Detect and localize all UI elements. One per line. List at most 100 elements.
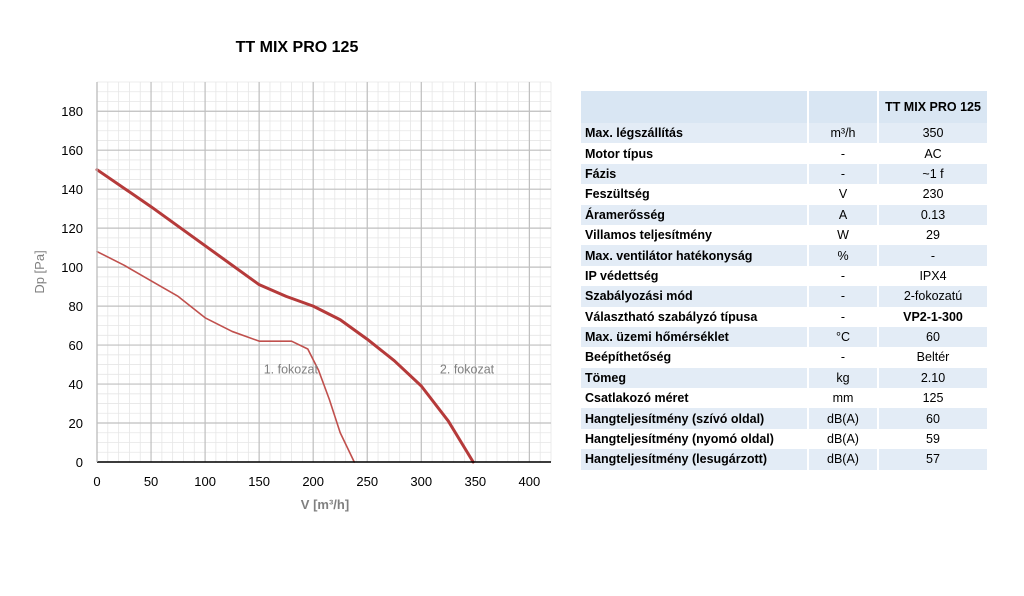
table-cell-unit: kg bbox=[808, 367, 879, 389]
table-cell-label: Motor típus bbox=[581, 143, 809, 164]
table-cell-unit: dB(A) bbox=[808, 449, 879, 470]
table-row: Hangteljesítmény (szívó oldal) dB(A) 60 bbox=[581, 408, 987, 429]
table-cell-value: 60 bbox=[878, 408, 987, 429]
table-cell-value: 125 bbox=[878, 388, 987, 409]
series-lines bbox=[95, 168, 475, 464]
table-cell-value: 2-fokozatú bbox=[878, 286, 987, 307]
table-cell-value: 230 bbox=[878, 184, 987, 205]
table-cell-unit: - bbox=[808, 306, 879, 327]
table-cell-unit: - bbox=[808, 347, 879, 368]
header-unit-cell bbox=[808, 91, 879, 123]
table-cell-label: Választható szabályzó típusa bbox=[581, 306, 809, 327]
x-tick-label: 100 bbox=[194, 474, 216, 489]
x-tick-label: 150 bbox=[248, 474, 270, 489]
axes bbox=[96, 82, 551, 463]
y-tick-label: 60 bbox=[69, 338, 83, 353]
x-tick-label: 350 bbox=[464, 474, 486, 489]
x-tick-label: 200 bbox=[302, 474, 324, 489]
header-model-cell: TT MIX PRO 125 bbox=[878, 91, 987, 123]
table-row: Hangteljesítmény (nyomó oldal) dB(A) 59 bbox=[581, 428, 987, 450]
table-cell-value: 57 bbox=[878, 449, 987, 470]
table-cell-unit: W bbox=[808, 224, 879, 246]
table-cell-unit: V bbox=[808, 184, 879, 205]
table-cell-value: 29 bbox=[878, 224, 987, 246]
table-cell-label: Max. légszállítás bbox=[581, 123, 809, 144]
curve-annotation-2: 2. fokozat bbox=[440, 362, 495, 376]
table-row: Max. üzemi hőmérséklet °C 60 bbox=[581, 326, 987, 348]
table-cell-value: - bbox=[878, 245, 987, 266]
minor-gridlines bbox=[96, 81, 552, 463]
table-cell-label: Villamos teljesítmény bbox=[581, 224, 809, 246]
table-cell-value: 0.13 bbox=[878, 204, 987, 225]
table-cell-unit: - bbox=[808, 286, 879, 307]
x-axis-label: V [m³/h] bbox=[301, 497, 349, 512]
table-cell-label: Max. üzemi hőmérséklet bbox=[581, 326, 809, 348]
table-cell-label: Fázis bbox=[581, 163, 809, 185]
table-row: Választható szabályzó típusa - VP2-1-300 bbox=[581, 306, 987, 327]
table-row: Tömeg kg 2.10 bbox=[581, 367, 987, 389]
table-cell-label: Tömeg bbox=[581, 367, 809, 389]
header-label-cell bbox=[581, 91, 809, 123]
table-cell-unit: °C bbox=[808, 326, 879, 348]
table-row: Áramerősség A 0.13 bbox=[581, 204, 987, 225]
tick-labels: 0 50 100 150 200 250 300 350 400 0 20 40 60 80 100 120 1… bbox=[61, 104, 540, 489]
table-row: Max. légszállítás m³/h 350 bbox=[581, 123, 987, 144]
table-cell-unit: % bbox=[808, 245, 879, 266]
table-cell-unit: dB(A) bbox=[808, 408, 879, 429]
table-cell-unit: - bbox=[808, 143, 879, 164]
table-cell-value: AC bbox=[878, 143, 987, 164]
y-tick-label: 20 bbox=[69, 416, 83, 431]
y-tick-label: 120 bbox=[61, 221, 83, 236]
x-tick-label: 50 bbox=[144, 474, 158, 489]
table-row: Villamos teljesítmény W 29 bbox=[581, 224, 987, 246]
table-cell-label: Hangteljesítmény (lesugárzott) bbox=[581, 449, 809, 470]
table-cell-label: Szabályozási mód bbox=[581, 286, 809, 307]
table-cell-value: 2.10 bbox=[878, 367, 987, 389]
y-tick-label: 160 bbox=[61, 143, 83, 158]
table-cell-unit: m³/h bbox=[808, 123, 879, 144]
table-cell-label: IP védettség bbox=[581, 265, 809, 287]
y-tick-label: 140 bbox=[61, 182, 83, 197]
chart-title: TT MIX PRO 125 bbox=[236, 39, 359, 56]
table-row: Csatlakozó méret mm 125 bbox=[581, 388, 987, 409]
curve-annotation-1: 1. fokozat bbox=[264, 362, 319, 376]
series-line-2 bbox=[95, 168, 475, 464]
y-tick-label: 100 bbox=[61, 260, 83, 275]
table-row: Feszültség V 230 bbox=[581, 184, 987, 205]
spec-table: TT MIX PRO 125 Max. légszállítás m³/h 350 M… bbox=[581, 91, 987, 470]
table-cell-label: Hangteljesítmény (nyomó oldal) bbox=[581, 428, 809, 450]
table-cell-unit: - bbox=[808, 163, 879, 185]
table-cell-unit: dB(A) bbox=[808, 428, 879, 450]
table-cell-value: Beltér bbox=[878, 347, 987, 368]
table-cell-unit: mm bbox=[808, 388, 879, 409]
y-tick-label: 40 bbox=[69, 377, 83, 392]
table-cell-value: 350 bbox=[878, 123, 987, 144]
curve-annotations: 1. fokozat 2. fokozat bbox=[264, 362, 495, 376]
y-tick-label: 0 bbox=[76, 455, 83, 470]
table-cell-unit: - bbox=[808, 265, 879, 287]
table-cell-unit: A bbox=[808, 204, 879, 225]
table-row: Szabályozási mód -2-fokozatú bbox=[581, 286, 987, 307]
y-axis-label: Dp [Pa] bbox=[32, 250, 47, 293]
major-gridlines bbox=[96, 82, 551, 463]
y-tick-label: 180 bbox=[61, 104, 83, 119]
table-cell-value: 60 bbox=[878, 326, 987, 348]
series-line-1 bbox=[96, 250, 356, 463]
table-cell-label: Max. ventilátor hatékonyság bbox=[581, 245, 809, 266]
table-row: Fázis - ~1 f bbox=[581, 163, 987, 185]
table-row: Max. ventilátor hatékonyság% - bbox=[581, 245, 987, 266]
x-tick-label: 0 bbox=[93, 474, 100, 489]
table-cell-label: Beépíthetőség bbox=[581, 347, 809, 368]
table-cell-label: Áramerősség bbox=[581, 204, 809, 225]
table-cell-value: IPX4 bbox=[878, 265, 987, 287]
table-row: Beépíthetőség - Beltér bbox=[581, 347, 987, 368]
y-tick-label: 80 bbox=[69, 299, 83, 314]
x-tick-label: 300 bbox=[410, 474, 432, 489]
table-cell-label: Csatlakozó méret bbox=[581, 388, 809, 409]
table-row: IP védettség - IPX4 bbox=[581, 265, 987, 287]
table-cell-label: Hangteljesítmény (szívó oldal) bbox=[581, 408, 809, 429]
table-cell-value: VP2-1-300 bbox=[878, 306, 987, 327]
table-row: Motor típus - AC bbox=[581, 143, 987, 164]
table-cell-value: 59 bbox=[878, 428, 987, 450]
table-cell-value: ~1 f bbox=[878, 163, 987, 185]
